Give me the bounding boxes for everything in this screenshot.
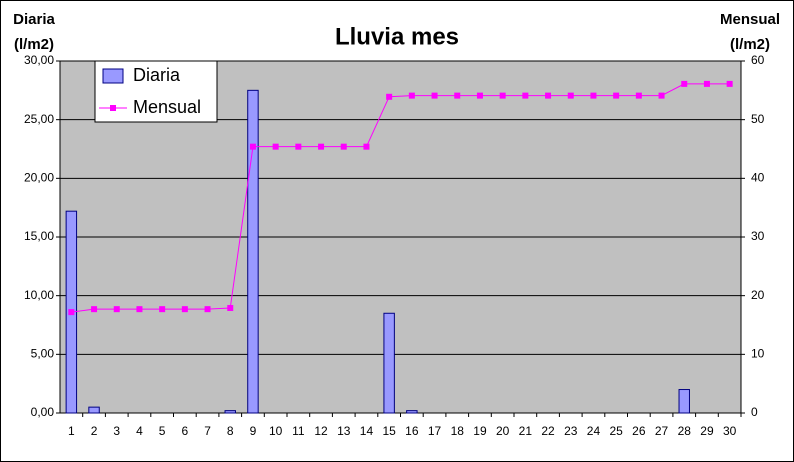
legend-label: Mensual [133, 97, 201, 117]
bar [678, 389, 690, 414]
x-tick-label: 6 [182, 424, 189, 438]
bar [88, 406, 100, 414]
line-marker [363, 143, 370, 150]
line-marker [545, 92, 552, 99]
line-marker [249, 143, 256, 150]
legend-label: Diaria [133, 65, 181, 85]
line-marker [204, 306, 211, 313]
line-marker [136, 306, 143, 313]
y2-tick-label: 10 [751, 347, 765, 361]
legend-swatch [102, 68, 124, 84]
line-marker [91, 306, 98, 313]
x-tick-label: 12 [314, 424, 328, 438]
x-tick-label: 22 [541, 424, 555, 438]
line-marker [386, 93, 393, 100]
x-tick-label: 4 [136, 424, 143, 438]
line-marker [408, 92, 415, 99]
line-marker [613, 92, 620, 99]
line-marker [68, 309, 75, 316]
x-tick-label: 17 [428, 424, 442, 438]
line-marker [522, 92, 529, 99]
legend-marker [110, 105, 116, 111]
line-marker [635, 92, 642, 99]
line-marker [726, 80, 733, 87]
line [71, 83, 730, 313]
line-marker [113, 306, 120, 313]
x-tick-label: 14 [360, 424, 374, 438]
x-tick-label: 24 [587, 424, 601, 438]
line-marker [272, 143, 279, 150]
x-tick-label: 9 [250, 424, 257, 438]
x-tick-label: 28 [678, 424, 692, 438]
x-tick-label: 3 [113, 424, 120, 438]
y-tick-label: 30,00 [24, 53, 54, 67]
x-tick-label: 30 [723, 424, 737, 438]
x-tick-label: 10 [269, 424, 283, 438]
line-marker [499, 92, 506, 99]
line-marker [159, 306, 166, 313]
x-tick-label: 7 [204, 424, 211, 438]
chart-title: Lluvia mes [335, 23, 459, 50]
x-tick-label: 27 [655, 424, 669, 438]
x-tick-label: 26 [632, 424, 646, 438]
line-marker [658, 92, 665, 99]
y2-tick-label: 60 [751, 53, 765, 67]
y-tick-label: 5,00 [31, 347, 55, 361]
line-marker [476, 92, 483, 99]
line-marker [181, 306, 188, 313]
line-marker [567, 92, 574, 99]
line-marker [681, 80, 688, 87]
x-tick-label: 16 [405, 424, 419, 438]
line-marker [454, 92, 461, 99]
x-tick-label: 1 [68, 424, 75, 438]
line-marker [227, 304, 234, 311]
y-tick-label: 15,00 [24, 229, 54, 243]
y2-tick-label: 50 [751, 112, 765, 126]
x-tick-label: 20 [496, 424, 510, 438]
y-axis-title: Diaria [13, 11, 55, 28]
x-tick-label: 8 [227, 424, 234, 438]
x-tick-label: 23 [564, 424, 578, 438]
y-tick-label: 0,00 [31, 405, 55, 419]
line-marker [295, 143, 302, 150]
x-tick-label: 2 [91, 424, 98, 438]
x-tick-label: 13 [337, 424, 351, 438]
x-tick-label: 15 [382, 424, 396, 438]
y-axis-unit: (l/m2) [14, 36, 54, 53]
y-tick-label: 25,00 [24, 112, 54, 126]
bar [247, 89, 259, 414]
x-tick-label: 19 [473, 424, 487, 438]
y2-tick-label: 30 [751, 229, 765, 243]
y2-tick-label: 0 [751, 405, 758, 419]
line-marker [703, 80, 710, 87]
y2-tick-label: 40 [751, 171, 765, 185]
y-tick-label: 20,00 [24, 171, 54, 185]
x-tick-label: 11 [292, 424, 305, 438]
bar [224, 410, 236, 414]
x-tick-label: 18 [451, 424, 465, 438]
bar [406, 410, 418, 414]
line-marker [340, 143, 347, 150]
x-tick-label: 5 [159, 424, 166, 438]
x-tick-label: 25 [609, 424, 623, 438]
x-tick-label: 21 [519, 424, 533, 438]
line-marker [318, 143, 325, 150]
y-tick-label: 10,00 [24, 288, 54, 302]
y2-axis-unit: (l/m2) [730, 36, 770, 53]
bar [383, 312, 395, 414]
y2-tick-label: 20 [751, 288, 765, 302]
line-marker [590, 92, 597, 99]
line-marker [431, 92, 438, 99]
y2-axis-title: Mensual [720, 11, 780, 28]
x-tick-label: 29 [700, 424, 714, 438]
